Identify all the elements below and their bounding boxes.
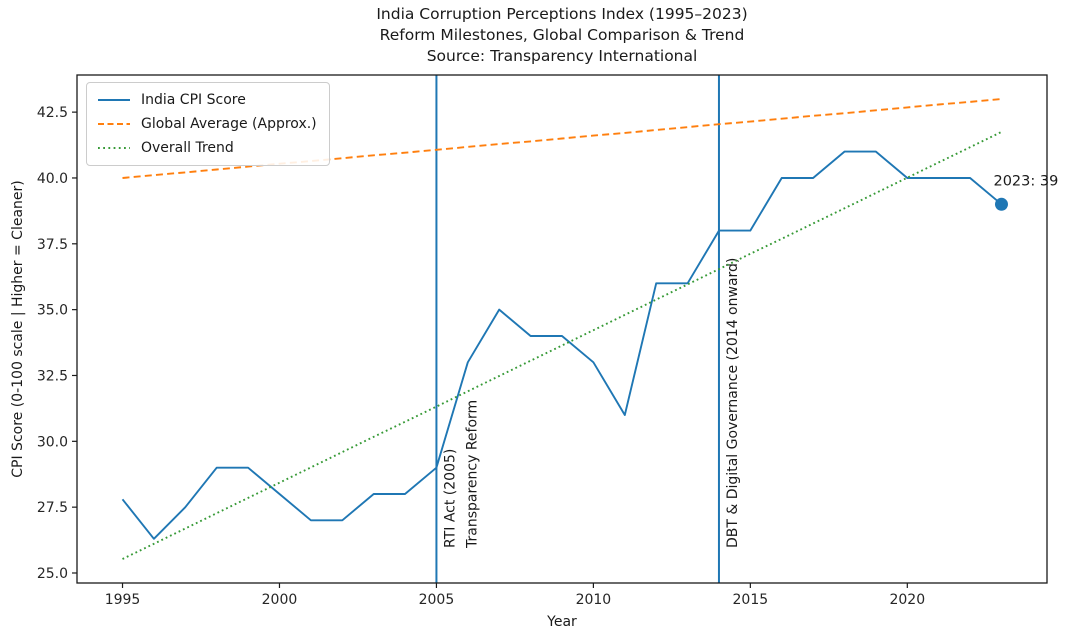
chart-title-line-3: Source: Transparency International xyxy=(427,47,698,65)
x-tick-label: 2010 xyxy=(576,592,612,608)
legend-entry-overall-trend: Overall Trend xyxy=(97,138,317,158)
legend-line-sample-solid xyxy=(98,99,130,101)
legend-label: Overall Trend xyxy=(141,140,234,156)
x-tick-label: 1995 xyxy=(105,592,141,608)
y-tick-label: 35.0 xyxy=(37,303,68,319)
legend: India CPI Score Global Average (Approx.)… xyxy=(86,82,330,166)
milestone-label-2005-line-1: RTI Act (2005) xyxy=(442,449,458,548)
india-cpi-score-line xyxy=(121,150,1003,540)
overall-trend-line xyxy=(122,131,1002,560)
x-tick-label: 2015 xyxy=(733,592,769,608)
milestone-label-2005-line-2: Transparency Reform xyxy=(464,400,480,549)
y-tick-label: 25.0 xyxy=(37,566,68,582)
x-tick-label: 2020 xyxy=(889,592,925,608)
legend-entry-global-average: Global Average (Approx.) xyxy=(97,114,317,134)
y-axis-label: CPI Score (0-100 scale | Higher = Cleane… xyxy=(10,180,26,477)
x-tick-label: 2005 xyxy=(419,592,455,608)
axes-frame xyxy=(76,74,1048,584)
y-tick-label: 42.5 xyxy=(37,105,68,121)
legend-label: India CPI Score xyxy=(141,92,246,108)
y-tick-label: 37.5 xyxy=(37,237,68,253)
legend-line-sample-dashed xyxy=(98,123,130,125)
milestone-label-2014-line-1: DBT & Digital Governance (2014 onward) xyxy=(725,258,741,548)
chart-title-line-1: India Corruption Perceptions Index (1995… xyxy=(376,5,747,23)
x-tick-label: 2000 xyxy=(262,592,298,608)
legend-entry-india-cpi: India CPI Score xyxy=(97,90,317,110)
y-tick-label: 30.0 xyxy=(37,434,68,450)
chart-title-line-2: Reform Milestones, Global Comparison & T… xyxy=(380,26,745,44)
x-axis-label: Year xyxy=(546,614,577,630)
last-point-marker xyxy=(994,197,1008,211)
last-point-annotation: 2023: 39 xyxy=(993,173,1058,189)
legend-line-sample-dotted xyxy=(98,147,130,149)
y-tick-label: 32.5 xyxy=(37,368,68,384)
y-tick-label: 40.0 xyxy=(37,171,68,187)
legend-label: Global Average (Approx.) xyxy=(141,116,317,132)
y-tick-label: 27.5 xyxy=(37,500,68,516)
